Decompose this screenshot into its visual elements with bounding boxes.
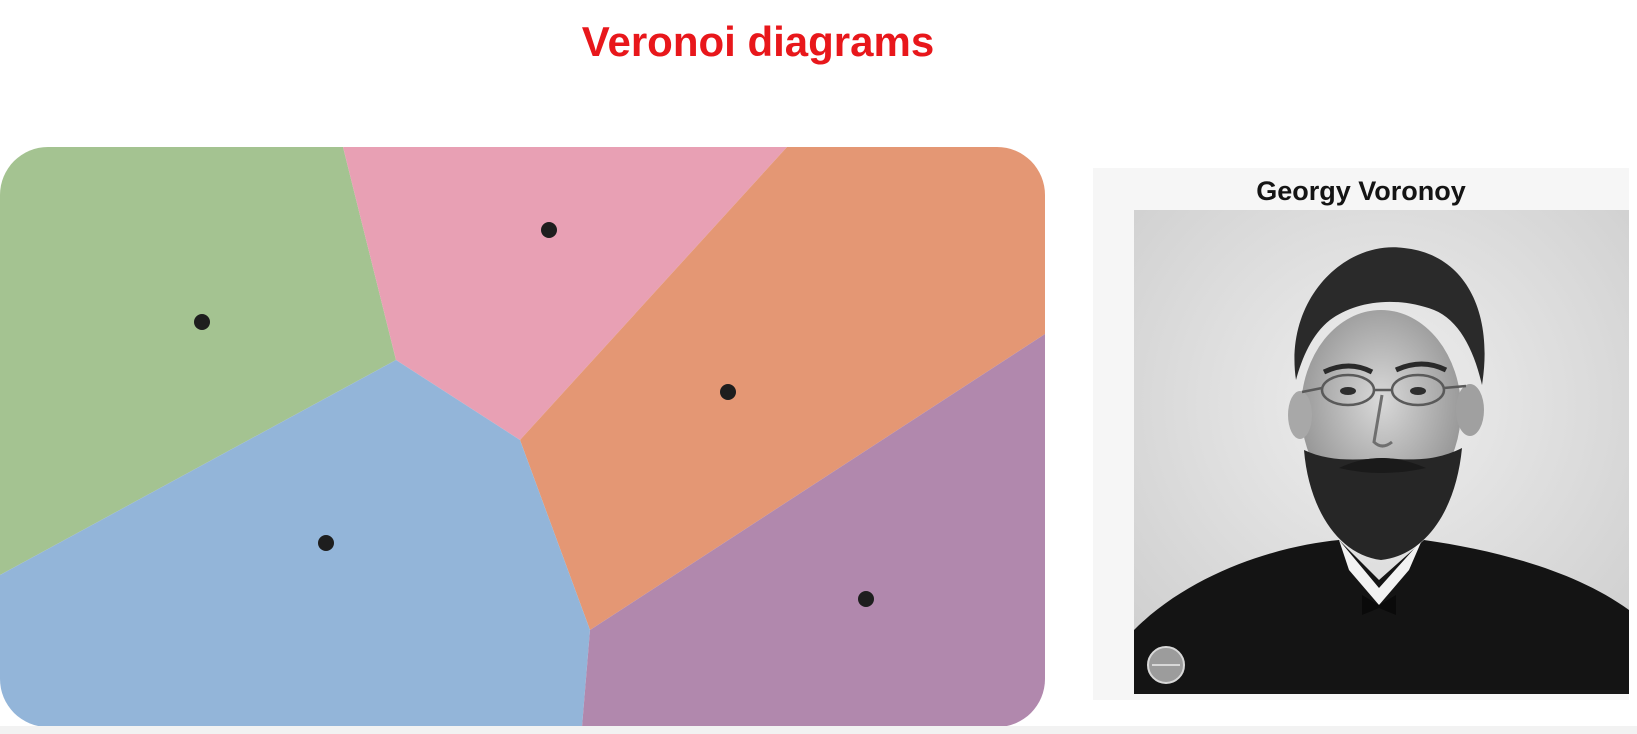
seed-point [541, 222, 557, 238]
voronoi-cell-pink [343, 147, 787, 440]
seed-point [858, 591, 874, 607]
seed-point [318, 535, 334, 551]
voronoi-diagram [0, 147, 1045, 727]
portrait-card: Georgy Voronoy [1093, 168, 1629, 700]
shirt-collar [1339, 540, 1422, 605]
glasses [1301, 373, 1467, 407]
voronoi-cell-orange [520, 147, 1045, 630]
voronoi-cell-green [0, 147, 396, 575]
voronoi-cell-purple [582, 334, 1045, 727]
portrait-caption: Georgy Voronoy [1256, 176, 1466, 206]
bow-tie [1362, 595, 1396, 615]
voronoi-cell-blue [0, 360, 590, 727]
beard [1304, 448, 1462, 560]
slide-title: Veronoi diagrams [581, 18, 935, 65]
seed-point [720, 384, 736, 400]
bottom-strip [0, 726, 1637, 734]
portrait-photo [1134, 210, 1629, 694]
hair [1294, 247, 1485, 385]
coat [1134, 540, 1629, 694]
seed-point [194, 314, 210, 330]
